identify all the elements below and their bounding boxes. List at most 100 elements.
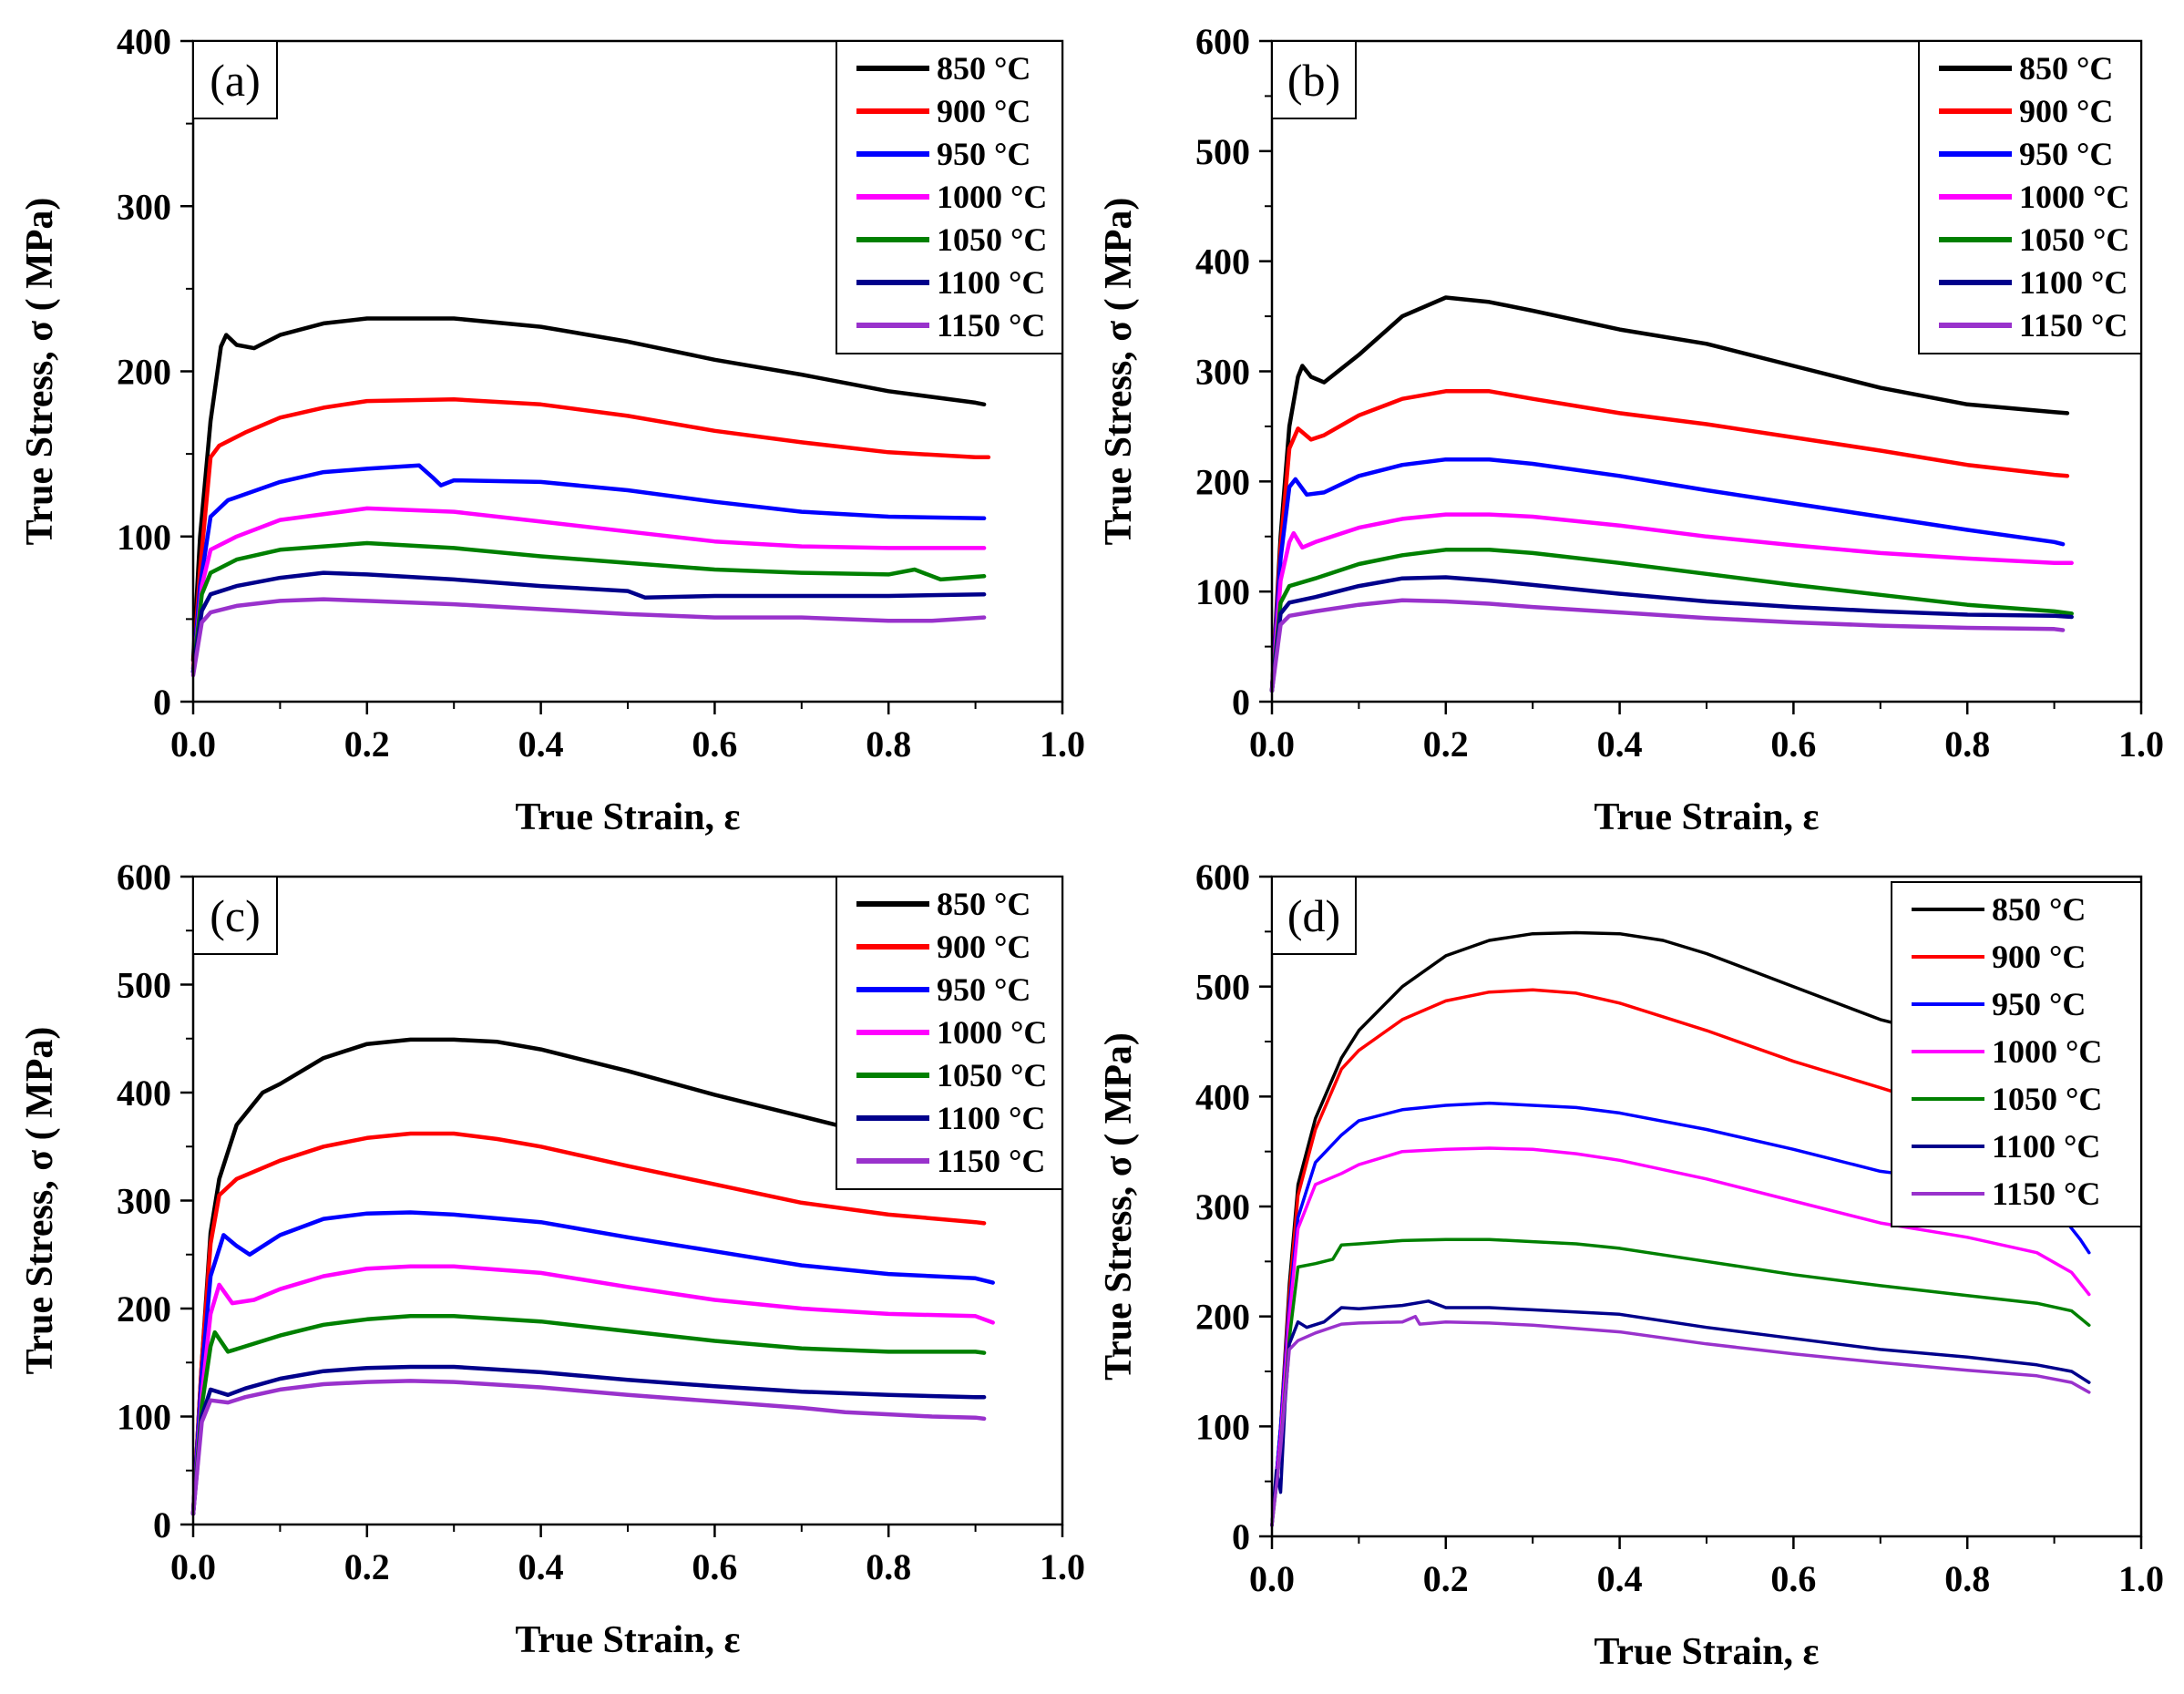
legend: 850 °C 900 °C 950 °C 1000 °C 1050 °C 1100 °C 1…	[836, 876, 1063, 1190]
series-line-1	[190, 397, 991, 672]
y-tick-label: 500	[117, 965, 171, 1006]
y-tick-label: 400	[1195, 241, 1250, 282]
series-line-0	[190, 316, 987, 662]
series-line-4	[190, 540, 987, 674]
legend-label: 1100 °C	[937, 264, 1045, 301]
x-tick-label: 0.0	[170, 1546, 216, 1587]
chart-panel-b: 0.0 0.2 0.4 0.6 0.8 1.0 0 100 200 300 400 500 600 Tru…	[1098, 21, 2164, 838]
series-line-5	[190, 570, 987, 674]
legend-label: 850 °C	[2019, 50, 2113, 87]
legend-box	[1891, 881, 2142, 1227]
series-line-2	[190, 1210, 995, 1516]
legend-label: 850 °C	[937, 50, 1030, 87]
y-tick-label: 100	[117, 1397, 171, 1438]
series-line-0	[1270, 930, 1900, 1527]
y-tick-label: 0	[1232, 1516, 1250, 1557]
x-axis-label: True Strain, ε	[1594, 1631, 1820, 1673]
legend-label: 1000 °C	[1992, 1033, 2102, 1070]
legend-label: 1050 °C	[937, 221, 1047, 258]
chart-panel-a: 0.0 0.2 0.4 0.6 0.8 1.0 0 100 200 300 400 True Stra…	[19, 21, 1085, 838]
series-line-5	[190, 1364, 987, 1516]
series-group	[190, 1037, 995, 1516]
series-line-3	[190, 506, 987, 674]
y-tick-label: 500	[1195, 967, 1250, 1008]
y-tick-label: 200	[1195, 1297, 1250, 1338]
y-tick-label: 0	[1232, 682, 1250, 723]
legend-label: 1150 °C	[1992, 1176, 2100, 1212]
legend-label: 950 °C	[2019, 136, 2113, 172]
series-line-1	[1270, 988, 1900, 1527]
x-tick-label: 0.2	[1423, 1558, 1469, 1599]
legend-label: 900 °C	[1992, 939, 2086, 975]
series-line-6	[190, 597, 987, 678]
series-line-0	[1269, 295, 2070, 693]
legend-label: 1000 °C	[937, 1014, 1047, 1051]
legend-label: 1100 °C	[2019, 264, 2128, 301]
x-tick-label: 0.4	[518, 724, 564, 765]
series-line-4	[190, 1314, 987, 1516]
legend-label: 1150 °C	[937, 307, 1045, 344]
x-tick-label: 0.4	[1597, 724, 1643, 765]
y-tick-label: 200	[117, 352, 171, 393]
x-tick-label: 0.0	[170, 724, 216, 765]
x-tick-label: 1.0	[1040, 1546, 1085, 1587]
series-line-5	[1270, 1299, 2091, 1527]
series-line-4	[1269, 548, 2074, 693]
series-line-3	[190, 1264, 995, 1516]
chart-panel-d: 0.0 0.2 0.4 0.6 0.8 1.0 0 100 200 300 400 500 600 Tru…	[1098, 857, 2164, 1673]
panel-label-box	[192, 40, 278, 119]
y-tick-label: 400	[1195, 1076, 1250, 1117]
y-tick-label: 600	[117, 857, 171, 898]
y-tick-label: 400	[117, 21, 171, 62]
y-tick-label: 100	[117, 517, 171, 558]
chart-panel-c: 0.0 0.2 0.4 0.6 0.8 1.0 0 100 200 300 400 500 600 Tru…	[19, 857, 1085, 1661]
y-axis-label: True Stress, σ ( MPa)	[19, 198, 61, 546]
y-tick-label: 0	[153, 1504, 171, 1545]
x-tick-label: 0.2	[344, 1546, 390, 1587]
series-line-1	[1269, 389, 2070, 693]
series-line-3	[1269, 512, 2074, 693]
x-tick-label: 0.0	[1249, 1558, 1295, 1599]
y-tick-label: 300	[1195, 1186, 1250, 1227]
legend-label: 850 °C	[937, 886, 1030, 922]
y-tick-label: 300	[117, 186, 171, 227]
legend-label: 900 °C	[937, 93, 1030, 129]
y-tick-label: 300	[1195, 352, 1250, 393]
legend-label: 850 °C	[1992, 891, 2086, 928]
panel-label: (a)	[210, 55, 261, 106]
legend: 850 °C 900 °C 950 °C 1000 °C 1050 °C 1100 °C 1…	[836, 40, 1063, 354]
series-line-2	[1269, 457, 2066, 693]
legend-label: 950 °C	[1992, 986, 2086, 1022]
x-tick-label: 1.0	[2118, 724, 2164, 765]
series-line-6	[1269, 598, 2066, 693]
legend-label: 950 °C	[937, 136, 1030, 172]
x-tick-label: 1.0	[1040, 724, 1085, 765]
legend-label: 1150 °C	[2019, 307, 2128, 344]
legend-label: 1000 °C	[2019, 179, 2129, 215]
y-tick-label: 100	[1195, 1406, 1250, 1447]
legend: 850 °C 900 °C 950 °C 1000 °C 1050 °C 1100 °C 1…	[1891, 881, 2142, 1227]
x-axis-label: True Strain, ε	[516, 1619, 741, 1661]
y-tick-label: 200	[1195, 461, 1250, 502]
x-tick-label: 0.8	[1944, 1558, 1990, 1599]
legend-label: 1100 °C	[937, 1100, 1045, 1136]
x-tick-label: 0.8	[866, 1546, 911, 1587]
panel-label: (b)	[1287, 55, 1340, 106]
x-tick-label: 0.6	[1770, 1558, 1816, 1599]
y-tick-label: 100	[1195, 571, 1250, 612]
legend-label: 1150 °C	[937, 1143, 1045, 1179]
x-tick-label: 0.6	[692, 1546, 737, 1587]
y-tick-label: 600	[1195, 21, 1250, 62]
y-tick-label: 200	[117, 1288, 171, 1330]
panel-label: (c)	[210, 890, 261, 941]
x-tick-label: 0.4	[518, 1546, 564, 1587]
series-line-5	[1269, 575, 2074, 693]
x-tick-label: 0.2	[1423, 724, 1469, 765]
x-tick-label: 0.0	[1249, 724, 1295, 765]
y-axis-label: True Stress, σ ( MPa)	[1098, 198, 1140, 546]
x-tick-label: 0.6	[1770, 724, 1816, 765]
x-tick-label: 1.0	[2118, 1558, 2164, 1599]
legend-label: 950 °C	[937, 971, 1030, 1008]
y-tick-label: 600	[1195, 857, 1250, 898]
